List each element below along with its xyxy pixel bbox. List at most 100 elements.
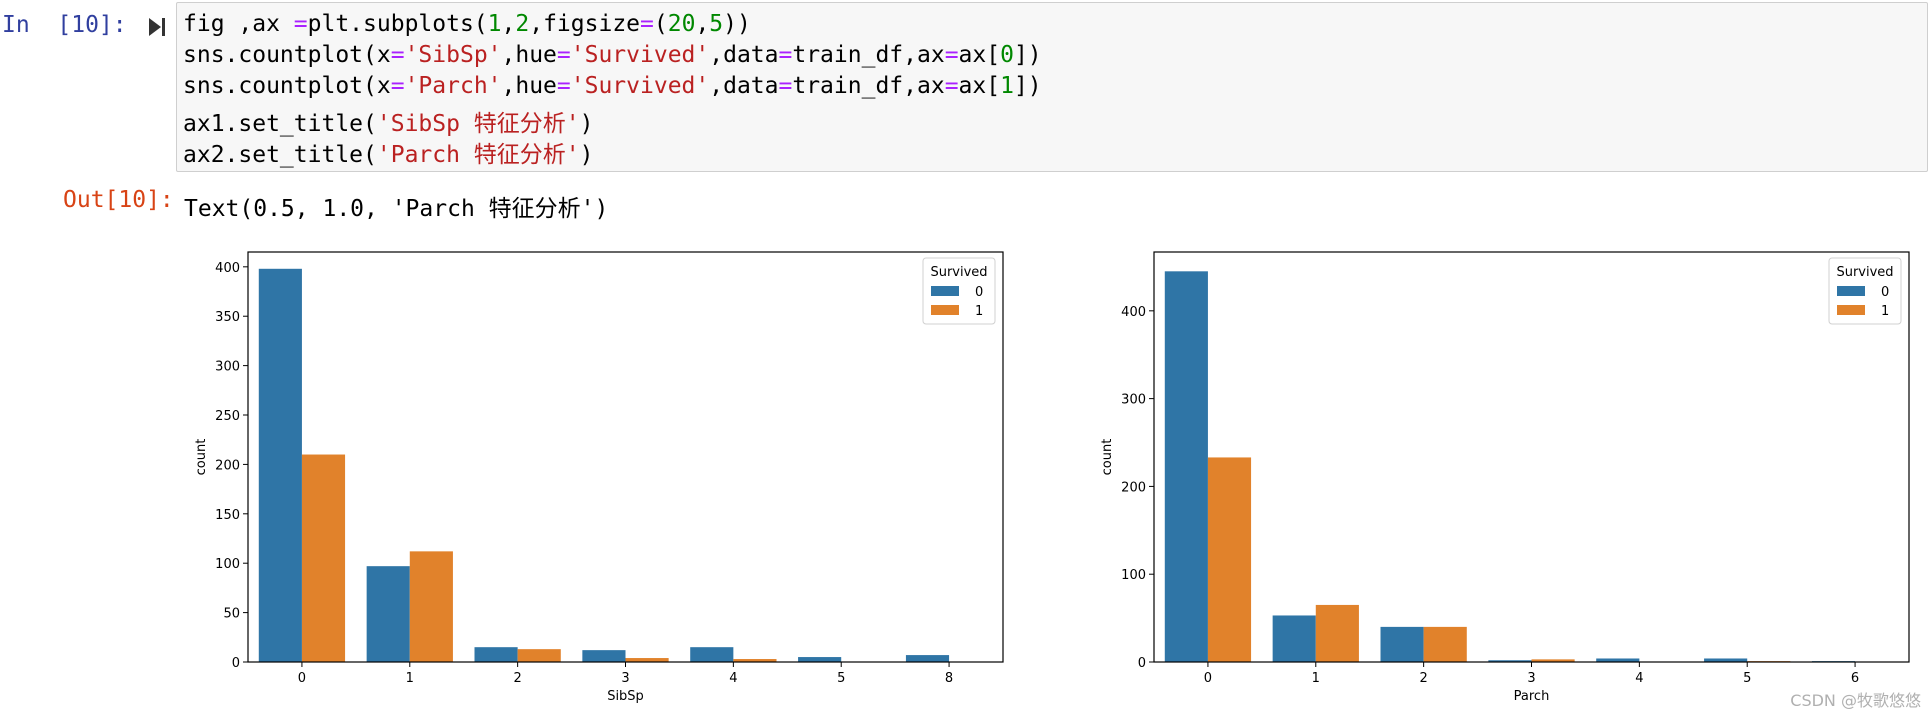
code-token: ]) <box>1013 73 1042 99</box>
bar <box>301 454 346 662</box>
y-tick-label: 400 <box>215 261 240 276</box>
output-prompt: Out[10]: <box>63 187 174 213</box>
legend-swatch <box>1837 305 1865 315</box>
bar <box>582 650 626 662</box>
bar <box>1272 615 1316 662</box>
code-token: = <box>944 42 959 68</box>
x-tick-label: 4 <box>1635 671 1643 686</box>
code-token: = <box>556 42 571 68</box>
code-token: ax1.set_title( <box>183 111 377 137</box>
code-token: ax[ <box>958 73 1001 99</box>
code-token: train_df,ax <box>792 42 945 68</box>
code-token: = <box>944 73 959 99</box>
bar <box>1488 660 1532 662</box>
legend-swatch <box>931 305 959 315</box>
bar <box>1423 626 1467 662</box>
code-token: 'Parch 特征分析' <box>376 142 580 168</box>
code-token: ,figsize <box>529 11 641 37</box>
code-token: = <box>390 42 405 68</box>
code-line: ax1.set_title('SibSp 特征分析') <box>183 104 594 138</box>
bar <box>905 655 950 662</box>
code-token: ax[ <box>958 42 1001 68</box>
code-token: , <box>501 11 516 37</box>
x-tick-label: 5 <box>1743 671 1751 686</box>
watermark: CSDN @牧歌悠悠 <box>1790 691 1921 710</box>
code-token: = <box>778 42 793 68</box>
y-tick-label: 400 <box>1121 305 1146 320</box>
code-token: ax2.set_title( <box>183 142 377 168</box>
plot-frame <box>247 251 1004 663</box>
code-token: ( <box>653 11 668 37</box>
legend-label: 1 <box>975 304 983 319</box>
code-token: ,data <box>709 42 779 68</box>
x-tick-label: 6 <box>1851 671 1859 686</box>
plot-frame <box>1153 251 1910 663</box>
bar <box>409 551 453 662</box>
code-token: 5 <box>709 11 724 37</box>
bar <box>1704 658 1748 662</box>
x-tick-label: 3 <box>621 671 629 686</box>
y-tick-label: 350 <box>215 310 240 325</box>
bar <box>690 647 734 662</box>
code-token: = <box>390 73 405 99</box>
y-tick-label: 300 <box>1121 393 1146 408</box>
code-token: ) <box>579 142 594 168</box>
code-token: sns.countplot(x <box>183 73 391 99</box>
code-line: ax2.set_title('Parch 特征分析') <box>183 135 594 169</box>
code-token: 'Parch' <box>404 73 502 99</box>
code-token: 'Survived' <box>570 42 710 68</box>
code-token: ]) <box>1013 42 1042 68</box>
bar <box>1164 271 1208 662</box>
x-tick-label: 5 <box>837 671 845 686</box>
y-tick-label: 50 <box>223 607 240 622</box>
x-tick-label: 1 <box>1312 671 1320 686</box>
input-prompt: In [10]: <box>2 12 127 38</box>
code-token: ,hue <box>501 73 557 99</box>
code-token: 'SibSp 特征分析' <box>376 111 580 137</box>
x-tick-label: 8 <box>945 671 953 686</box>
code-token: , <box>695 11 710 37</box>
code-token: ,hue <box>501 42 557 68</box>
y-tick-label: 0 <box>232 656 240 671</box>
code-token: train_df,ax <box>792 73 945 99</box>
bar <box>474 647 518 662</box>
legend-title: Survived <box>1836 265 1893 280</box>
y-tick-label: 100 <box>215 557 240 572</box>
y-axis-label: count <box>1100 439 1115 476</box>
code-token: 0 <box>1000 42 1014 68</box>
code-token: = <box>778 73 793 99</box>
code-token: 2 <box>515 11 530 37</box>
code-line: sns.countplot(x='SibSp',hue='Survived',d… <box>183 42 1042 68</box>
x-tick-label: 2 <box>1420 671 1428 686</box>
bar <box>798 657 842 662</box>
y-tick-label: 250 <box>215 409 240 424</box>
bar <box>258 268 302 662</box>
x-tick-label: 2 <box>514 671 522 686</box>
legend-label: 0 <box>975 285 983 300</box>
code-token: )) <box>723 11 751 37</box>
code-cell-input[interactable]: fig ,ax =plt.subplots(1,2,figsize=(20,5)… <box>176 2 1928 172</box>
bar <box>366 566 410 662</box>
y-tick-label: 300 <box>215 360 240 375</box>
code-token: 20 <box>667 11 696 37</box>
run-step-icon[interactable] <box>146 16 168 38</box>
y-tick-label: 200 <box>215 458 240 473</box>
legend-label: 1 <box>1881 304 1889 319</box>
code-token: = <box>556 73 571 99</box>
code-token: = <box>640 11 654 37</box>
y-tick-label: 150 <box>215 508 240 523</box>
code-token: sns.countplot(x <box>183 42 391 68</box>
bar <box>1531 659 1575 662</box>
code-token: ) <box>579 111 594 137</box>
code-token: 1 <box>1000 73 1014 99</box>
code-token: = <box>293 11 308 37</box>
x-axis-label: Parch <box>1514 689 1550 704</box>
code-token: 'Survived' <box>570 73 710 99</box>
legend-swatch <box>1837 286 1865 296</box>
y-tick-label: 200 <box>1121 480 1146 495</box>
bar <box>733 659 777 662</box>
legend-label: 0 <box>1881 285 1889 300</box>
code-line: fig ,ax =plt.subplots(1,2,figsize=(20,5)… <box>183 11 751 37</box>
y-tick-label: 0 <box>1138 656 1146 671</box>
